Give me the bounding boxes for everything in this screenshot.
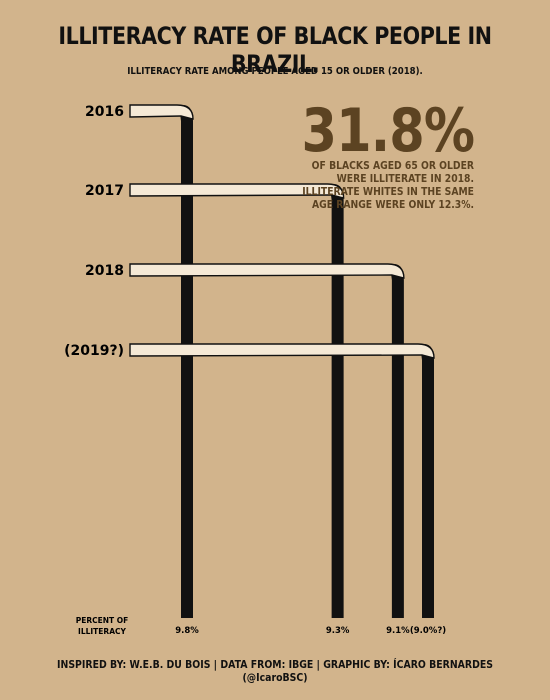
bar-vertical-2017 (329, 184, 344, 618)
bars-group (129, 104, 435, 618)
percent-label-line2: ILLITERACY (78, 627, 126, 636)
callout-text: OF BLACKS AGED 65 OR OLDER WERE ILLITERA… (302, 160, 474, 211)
bar-horizontal-2016 (129, 104, 194, 120)
category-label: 2018 (85, 263, 124, 279)
value-label: 9.3% (326, 626, 350, 636)
percent-label-line1: PERCENT OF (76, 616, 129, 625)
bar-vertical-2018 (389, 264, 404, 618)
category-label: (2019?) (64, 343, 124, 359)
value-label: 9.1% (386, 626, 410, 636)
bar-vertical-2019 (420, 344, 434, 618)
category-labels: 2016 2017 2018 (2019?) (64, 104, 124, 359)
value-labels: 9.8% 9.3% 9.1% (9.0%?) (175, 626, 446, 636)
bar-horizontal-2018 (129, 263, 405, 279)
category-label: 2017 (85, 183, 124, 199)
chart-title: ILLITERACY RATE OF BLACK PEOPLE IN BRAZI… (58, 22, 492, 78)
bar-vertical-2016 (179, 105, 193, 618)
value-label: (9.0%?) (410, 626, 446, 636)
value-label: 9.8% (175, 626, 199, 636)
chart-subtitle: ILLITERACY RATE AMONG PEOPLE AGED 15 OR … (127, 66, 423, 77)
category-label: 2016 (85, 104, 124, 120)
footer-credits: INSPIRED BY: W.E.B. DU BOIS | DATA FROM:… (57, 658, 493, 684)
bar-horizontal-2019 (129, 343, 435, 359)
callout-value: 31.8% (301, 96, 475, 166)
bar-horizontal-2017 (129, 183, 345, 199)
